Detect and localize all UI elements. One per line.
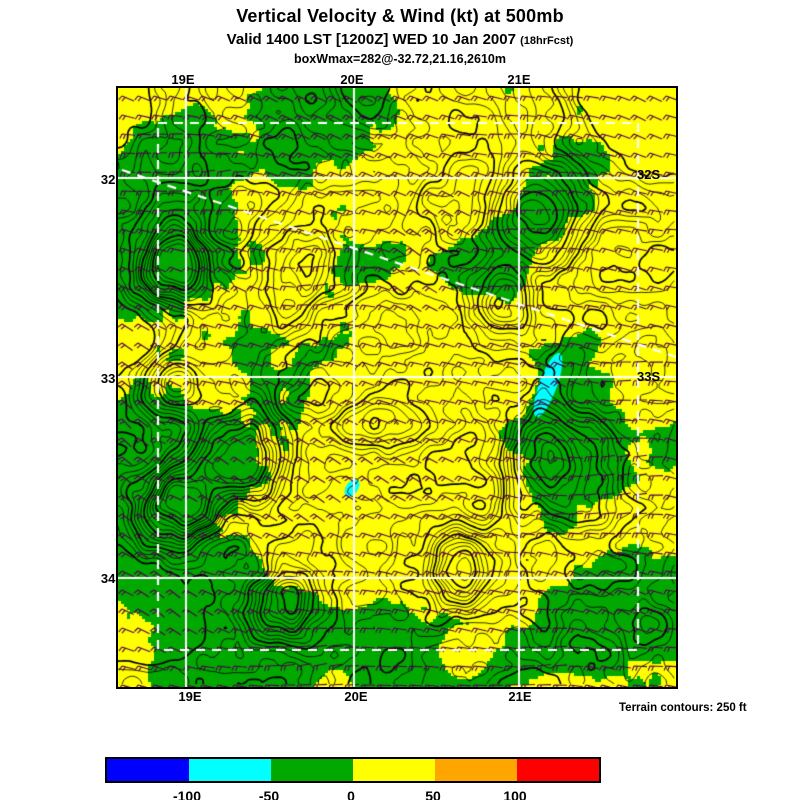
valid-time-line: Valid 1400 LST [1200Z] WED 10 Jan 2007 (… — [0, 31, 800, 48]
colorbar-tick-label: 50 — [425, 788, 441, 800]
colorbar-tick-label: -100 — [172, 788, 202, 800]
tick-top-19e: 19E — [171, 72, 195, 87]
page-title: Vertical Velocity & Wind (kt) at 500mb — [236, 6, 564, 26]
tick-top-21e: 21E — [507, 72, 531, 87]
tick-right-33s: 33S — [637, 369, 661, 384]
colorbar-labels: -100 -50 0 50 100 — [105, 788, 597, 800]
colorbar-segment — [353, 759, 435, 781]
colorbar-tick-label: -50 — [258, 788, 280, 800]
tick-bottom-20e: 20E — [344, 689, 368, 704]
tick-right-32s: 32S — [637, 167, 661, 182]
vertical-velocity-map-canvas — [118, 88, 676, 687]
colorbar-segment — [435, 759, 517, 781]
colorbar-segment — [107, 759, 189, 781]
boxwmax-annotation: boxWmax=282@-32.72,21.16,2610m — [294, 52, 506, 66]
tick-bottom-21e: 21E — [508, 689, 532, 704]
forecast-hour-tag: (18hrFcst) — [520, 35, 574, 47]
colorbar-segment — [271, 759, 353, 781]
tick-bottom-19e: 19E — [178, 689, 202, 704]
colorbar — [105, 757, 601, 783]
colorbar-segment — [517, 759, 599, 781]
terrain-contour-note: Terrain contours: 250 ft — [619, 702, 747, 714]
valid-time-text: Valid 1400 LST [1200Z] WED 10 Jan 2007 — [226, 31, 516, 48]
map-plot-area — [116, 86, 678, 689]
colorbar-segment — [189, 759, 271, 781]
colorbar-tick-label: 0 — [347, 788, 355, 800]
colorbar-tick-label: 100 — [503, 788, 527, 800]
tick-top-20e: 20E — [340, 72, 364, 87]
